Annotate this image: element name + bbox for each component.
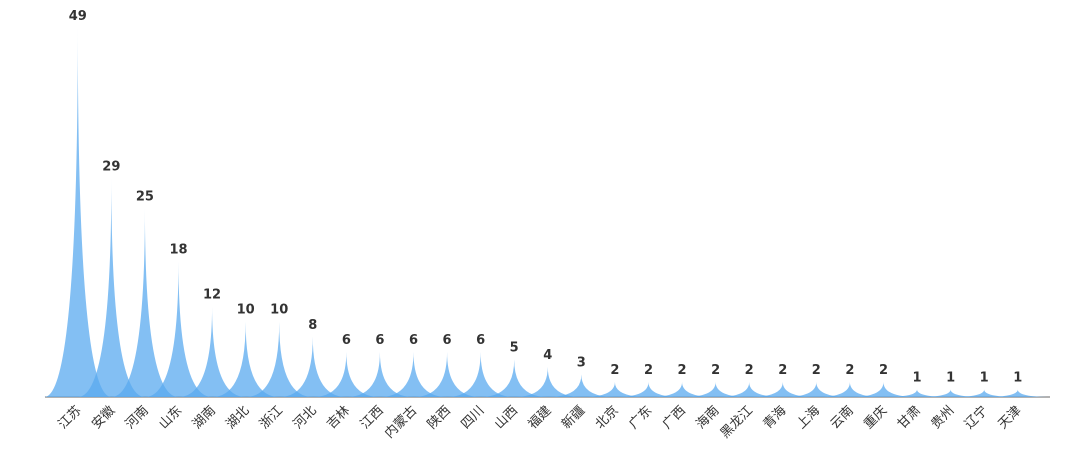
value-label: 25 [136,190,154,205]
spike [178,306,246,397]
x-tick-label: 黑龙江 [718,403,756,441]
x-tick-label: 陕西 [425,403,454,432]
spike [212,321,280,397]
x-tick-label: 北京 [593,403,622,432]
x-tick-label: 新疆 [558,403,588,433]
x-tick-label: 山东 [156,403,185,432]
value-label: 6 [409,333,418,348]
x-tick-label: 广西 [660,403,689,432]
value-label: 1 [1013,370,1022,385]
spike [984,389,1052,397]
spike [144,261,213,397]
x-tick-label: 安徽 [89,403,118,432]
value-label: 49 [69,9,87,24]
spike [581,381,649,397]
x-tick-label: 山西 [492,403,521,432]
x-tick-label: 河南 [122,403,152,433]
x-tick-label: 海南 [693,403,723,433]
value-label: 2 [812,363,821,378]
spike [279,336,347,397]
x-tick-label: 江西 [358,403,387,432]
value-label: 2 [644,363,653,378]
spike [77,178,145,397]
spike [245,321,313,397]
x-tick-label: 浙江 [257,403,286,432]
spike [782,381,850,397]
spike [514,366,582,397]
x-tick-label: 天津 [996,403,1025,432]
x-tick-label: 福建 [526,403,555,432]
x-tick-label: 青海 [761,403,790,432]
value-label: 2 [610,363,619,378]
value-label: 4 [543,348,552,363]
spike [379,351,448,397]
value-label: 8 [308,318,317,333]
value-label: 29 [102,160,120,175]
x-tick-label: 内蒙古 [381,403,420,442]
x-tick-label: 江苏 [55,403,85,433]
spike [346,351,414,397]
spike [917,389,985,397]
x-tick-label: 广东 [626,403,655,432]
spike [480,359,548,397]
x-tick-label: 辽宁 [961,403,991,433]
spike [413,351,481,397]
x-tick-label: 湖北 [223,403,252,432]
value-label: 1 [946,370,955,385]
value-label: 1 [913,370,922,385]
spike [44,28,112,397]
value-label: 6 [476,333,485,348]
value-label: 2 [845,363,854,378]
spike [715,381,783,397]
spike [749,381,817,397]
value-label: 2 [745,363,754,378]
value-label: 1 [980,370,989,385]
value-label: 6 [375,333,384,348]
x-tick-label: 云南 [827,403,857,433]
spike [682,381,750,397]
x-tick-label: 四川 [458,403,487,432]
spike [547,374,615,397]
value-label: 6 [342,333,351,348]
spike [816,381,884,397]
value-label: 2 [778,363,787,378]
spike [883,389,951,397]
value-label: 5 [510,340,519,355]
value-label: 2 [879,363,888,378]
value-label: 6 [443,333,452,348]
value-label: 10 [237,303,255,318]
x-tick-label: 贵州 [928,403,957,432]
spike [614,381,683,397]
spike [950,389,1018,397]
x-tick-label: 上海 [794,403,823,432]
spike [648,381,716,397]
spike [849,381,918,397]
x-tick-label: 重庆 [861,403,891,433]
spike [312,351,380,397]
x-tick-label: 吉林 [324,403,353,432]
spike [447,351,515,397]
value-label: 2 [711,363,720,378]
value-label: 12 [203,288,221,303]
x-tick-label: 甘肃 [895,403,924,432]
x-tick-label: 湖南 [189,403,219,433]
value-label: 2 [678,363,687,378]
value-label: 18 [169,242,187,257]
x-tick-label: 河北 [291,403,320,432]
spike [111,208,179,397]
value-label: 3 [577,355,586,370]
value-label: 10 [270,303,288,318]
